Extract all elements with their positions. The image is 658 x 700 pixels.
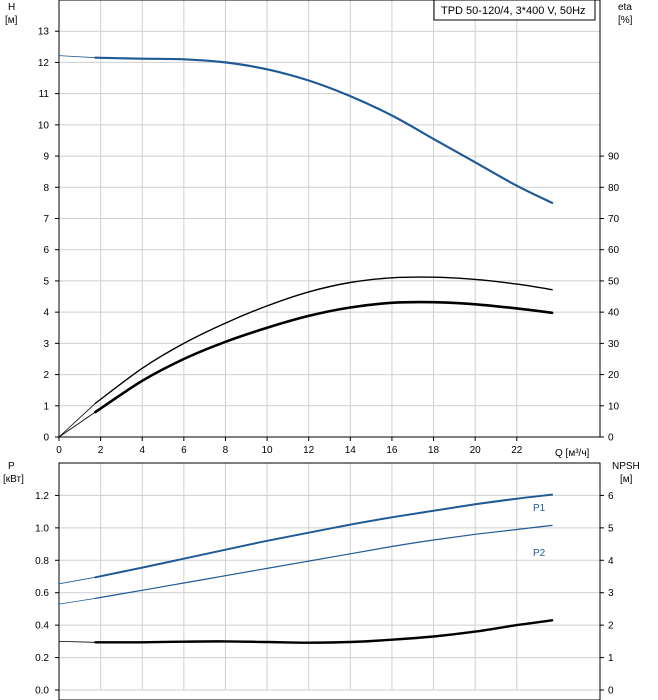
right-tick-label: 40: [608, 308, 620, 319]
x-tick-label: 8: [223, 445, 229, 456]
right-tick-label: 70: [608, 214, 620, 225]
x-tick-label: 22: [511, 445, 523, 456]
npsh-extrapolation: [58, 641, 96, 643]
left-tick-label: 12: [38, 58, 50, 69]
x-tick-label: 4: [139, 445, 145, 456]
left-tick-label: 2: [43, 370, 49, 381]
right-tick-label: 6: [608, 491, 614, 502]
right-tick-label: 20: [608, 370, 620, 381]
right-tick-label: 3: [608, 588, 614, 599]
left-tick-label: 5: [43, 276, 49, 287]
right-tick-label: 80: [608, 183, 620, 194]
x-tick-label: 2: [98, 445, 104, 456]
right-tick-label: 90: [608, 152, 620, 163]
right-tick-label: 50: [608, 276, 620, 287]
left-tick-label: 6: [43, 245, 49, 256]
right-tick-label: 2: [608, 621, 614, 632]
left-tick-label: 4: [43, 308, 49, 319]
p2-curve: [94, 524, 553, 599]
right-tick-label: 4: [608, 556, 614, 567]
left-tick-label: 3: [43, 339, 49, 350]
q-axis-label: Q [м³/ч]: [555, 448, 590, 459]
left-tick-label: 9: [43, 152, 49, 163]
x-tick-label: 12: [303, 445, 315, 456]
eta-axis-unit: [%]: [618, 15, 633, 26]
left-tick-label: 11: [39, 89, 50, 100]
right-tick-label: 1: [608, 653, 614, 664]
lower-series: [58, 493, 554, 644]
p1-extrapolation: [58, 576, 96, 585]
x-tick-label: 16: [386, 445, 398, 456]
upper-series: [58, 55, 554, 438]
right-tick-label: 30: [608, 339, 620, 350]
left-tick-label: 10: [38, 120, 50, 131]
left-tick-label: 7: [43, 214, 49, 225]
upper-grid: [58, 0, 600, 438]
npsh-axis-unit: [м]: [620, 474, 633, 485]
eta-total-curve: [94, 276, 553, 404]
right-tick-label: 60: [608, 245, 620, 256]
eta-pump-extrapolation: [58, 411, 96, 438]
left-tick-label: 1.2: [35, 491, 49, 502]
p1-series-label: P1: [533, 503, 546, 514]
p-axis-unit: [кВт]: [3, 474, 24, 485]
left-tick-label: 1: [43, 401, 49, 412]
title-box: [433, 0, 596, 21]
eta-total-extrapolation: [58, 403, 96, 438]
p-axis-ticks: 0.0 0.2 0.4 0.6 0.8 1.0 1.2: [35, 491, 59, 697]
right-tick-label: 10: [608, 401, 620, 412]
h-curve: [94, 56, 554, 204]
left-tick-label: 13: [38, 27, 50, 38]
x-tick-label: 18: [428, 445, 440, 456]
left-tick-label: 0.2: [35, 653, 49, 664]
left-tick-label: 8: [43, 183, 49, 194]
right-tick-label: 0: [608, 433, 614, 444]
eta-axis-ticks: 0 10 20 30 40 50 60 70 80 90: [600, 152, 620, 444]
eta-axis-label: eta: [618, 2, 632, 13]
x-tick-label: 10: [262, 445, 274, 456]
eta-pump-curve: [94, 300, 554, 414]
left-tick-label: 0.6: [35, 588, 49, 599]
p2-series-label: P2: [533, 548, 546, 559]
lower-plot-frame: [58, 462, 601, 700]
x-tick-label: 0: [56, 445, 62, 456]
lower-panel: 0.0 0.2 0.4 0.6 0.8 1.0 1.2 0 1 2 3 4 5 6 P [кВт] NP…: [3, 461, 640, 700]
h-extrapolation: [58, 55, 96, 59]
right-tick-label: 0: [608, 686, 614, 697]
right-tick-label: 5: [608, 523, 614, 534]
left-tick-label: 0: [43, 433, 49, 444]
h-axis-label: H: [8, 2, 15, 13]
x-tick-label: 6: [181, 445, 187, 456]
left-tick-label: 0.8: [35, 556, 49, 567]
q-axis-ticks: 0 2 4 6 8 10 12 14 16 18 20 22: [56, 437, 523, 456]
p1-curve: [94, 493, 554, 579]
lower-grid: [58, 463, 600, 691]
x-tick-label: 20: [470, 445, 482, 456]
npsh-curve: [94, 619, 554, 644]
npsh-axis-label: NPSH: [612, 461, 640, 472]
left-tick-label: 1.0: [35, 523, 49, 534]
x-tick-label: 14: [345, 445, 357, 456]
left-tick-label: 0.4: [35, 621, 49, 632]
p2-extrapolation: [58, 598, 96, 605]
chart-title: TPD 50-120/4, 3*400 V, 50Hz: [441, 5, 586, 17]
left-tick-label: 0.0: [35, 686, 49, 697]
p-axis-label: P: [8, 461, 15, 472]
h-axis-unit: [м]: [5, 15, 18, 26]
npsh-axis-ticks: 0 1 2 3 4 5 6: [600, 491, 614, 697]
